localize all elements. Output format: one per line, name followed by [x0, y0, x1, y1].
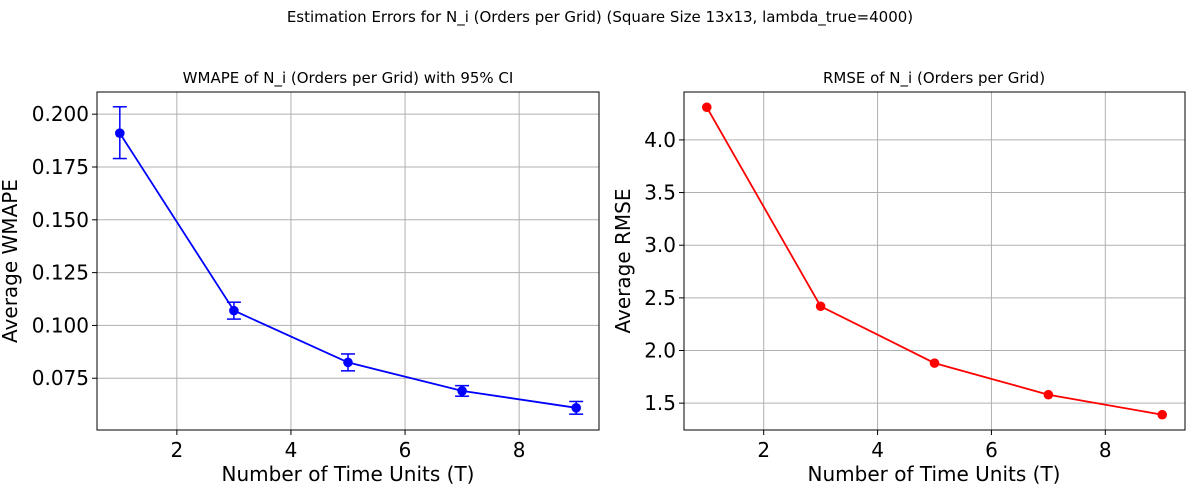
wmape-y-tick-label: 0.200 — [32, 102, 89, 126]
rmse-x-tick-label: 8 — [1099, 438, 1112, 462]
wmape-y-tick-label: 0.075 — [32, 366, 89, 390]
rmse-series — [706, 106, 1163, 416]
wmape-data-point — [571, 403, 581, 413]
rmse-y-tick-label: 3.0 — [644, 233, 676, 257]
rmse-data-point — [1157, 409, 1168, 420]
wmape-y-tick-label: 0.150 — [32, 208, 89, 232]
wmape-data-point — [115, 128, 125, 138]
rmse-data-point — [929, 358, 940, 368]
rmse-x-axis-label: Number of Time Units (T) — [808, 462, 1061, 486]
rmse-chart: RMSE of N_i (Orders per Grid) 2 4 6 8 1.5 2.0… — [611, 69, 1186, 486]
rmse-x-tick-label: 6 — [985, 438, 998, 462]
rmse-data-point — [1043, 389, 1054, 400]
wmape-data-point — [457, 386, 467, 396]
wmape-ticks: 2 4 6 8 0.075 0.100 0.125 0.150 0.175 0.200 — [32, 102, 526, 462]
rmse-chart-title: RMSE of N_i (Orders per Grid) — [823, 69, 1045, 88]
wmape-y-tick-label: 0.100 — [32, 313, 89, 337]
wmape-points — [115, 128, 581, 413]
rmse-y-tick-label: 3.5 — [644, 181, 676, 205]
wmape-plot-frame — [96, 91, 600, 431]
rmse-data-point — [701, 102, 712, 113]
figure-suptitle: Estimation Errors for N_i (Orders per Gr… — [287, 8, 913, 27]
rmse-y-tick-label: 2.5 — [644, 286, 676, 310]
wmape-chart-title: WMAPE of N_i (Orders per Grid) with 95% … — [183, 69, 514, 88]
wmape-x-axis-label: Number of Time Units (T) — [222, 462, 475, 486]
wmape-x-tick-label: 4 — [285, 438, 298, 462]
rmse-plot-frame — [683, 91, 1186, 431]
rmse-grid — [684, 92, 1185, 430]
wmape-error-bars — [112, 106, 584, 415]
wmape-y-tick-label: 0.125 — [32, 261, 89, 285]
wmape-x-tick-label: 8 — [513, 438, 526, 462]
wmape-x-tick-label: 2 — [170, 438, 183, 462]
rmse-x-tick-label: 4 — [871, 438, 884, 462]
rmse-y-axis-label: Average RMSE — [611, 189, 635, 334]
wmape-grid — [97, 92, 599, 430]
wmape-data-point — [229, 305, 239, 316]
wmape-x-tick-label: 6 — [399, 438, 412, 462]
wmape-chart: WMAPE of N_i (Orders per Grid) with 95% … — [0, 69, 600, 486]
wmape-y-tick-label: 0.175 — [32, 155, 89, 179]
rmse-ticks: 2 4 6 8 1.5 2.0 2.5 3.0 3.5 4.0 — [644, 128, 1111, 462]
rmse-x-tick-label: 2 — [757, 438, 770, 462]
rmse-y-tick-label: 2.0 — [644, 339, 676, 363]
rmse-y-tick-label: 4.0 — [644, 128, 676, 152]
rmse-y-tick-label: 1.5 — [644, 391, 676, 415]
rmse-series-line — [706, 106, 1163, 416]
wmape-data-point — [343, 357, 353, 368]
rmse-data-point — [815, 301, 826, 312]
rmse-points — [701, 102, 1168, 420]
wmape-y-axis-label: Average WMAPE — [0, 179, 22, 343]
